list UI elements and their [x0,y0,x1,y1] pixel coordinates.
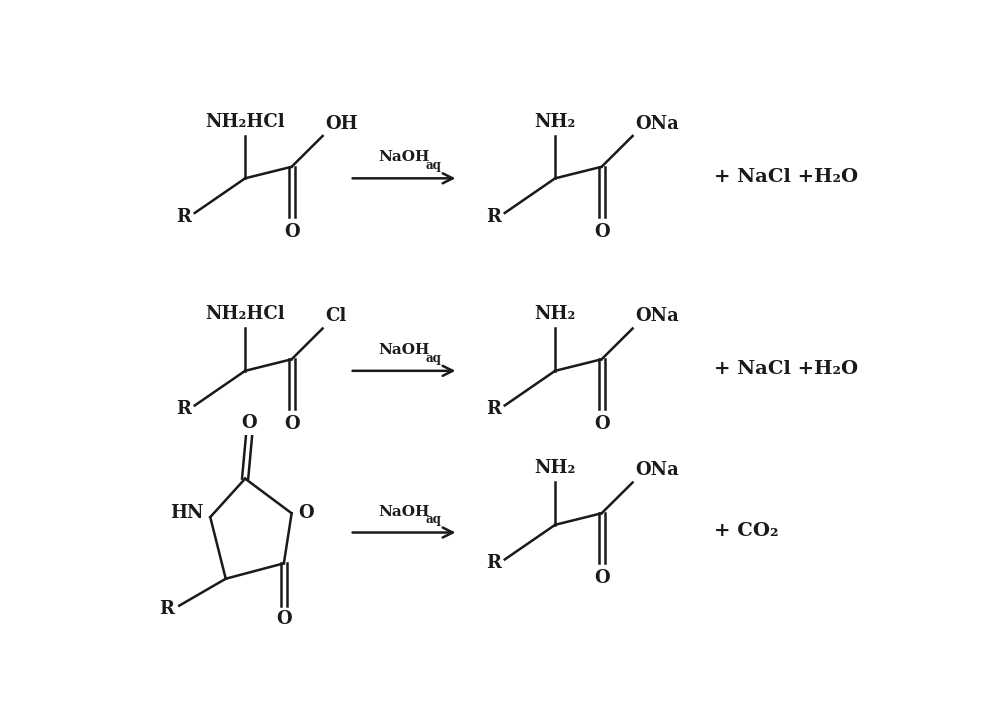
Text: aq: aq [426,513,442,526]
Text: + CO₂: + CO₂ [714,522,778,540]
Text: NH₂HCl: NH₂HCl [205,305,285,323]
Text: NaOH: NaOH [378,505,430,518]
Text: aq: aq [426,159,442,172]
Text: O: O [284,223,299,241]
Text: Cl: Cl [326,307,347,325]
Text: R: R [176,208,191,226]
Text: O: O [276,610,292,629]
Text: NH₂: NH₂ [534,112,576,130]
Text: NH₂: NH₂ [534,459,576,477]
Text: OH: OH [326,115,358,133]
Text: + NaCl +H₂O: + NaCl +H₂O [714,360,858,378]
Text: + NaCl +H₂O: + NaCl +H₂O [714,168,858,185]
Text: O: O [594,569,609,588]
Text: O: O [594,223,609,241]
Text: NaOH: NaOH [378,150,430,165]
Text: O: O [284,415,299,433]
Text: NH₂: NH₂ [534,305,576,323]
Text: ONa: ONa [636,307,679,325]
Text: O: O [594,415,609,433]
Text: ONa: ONa [636,461,679,480]
Text: R: R [486,554,501,572]
Text: R: R [160,600,175,618]
Text: R: R [486,208,501,226]
Text: R: R [486,400,501,418]
Text: aq: aq [426,352,442,364]
Text: HN: HN [171,504,204,522]
Text: NaOH: NaOH [378,343,430,357]
Text: O: O [298,504,313,522]
Text: NH₂HCl: NH₂HCl [205,112,285,130]
Text: R: R [176,400,191,418]
Text: ONa: ONa [636,115,679,133]
Text: O: O [241,414,257,432]
